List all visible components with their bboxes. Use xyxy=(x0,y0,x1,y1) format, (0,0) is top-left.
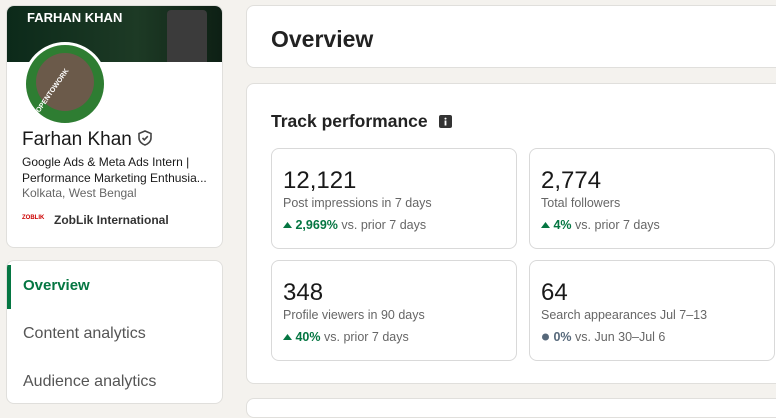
nav-item[interactable]: Content analytics xyxy=(23,325,146,342)
profile-name[interactable]: Farhan Khan xyxy=(22,129,153,151)
metric-value: 2,774 xyxy=(541,167,602,194)
page-title: Overview xyxy=(271,26,374,52)
metric-value: 348 xyxy=(283,279,324,306)
metric-label: Total followers xyxy=(541,196,621,210)
up-arrow xyxy=(541,222,550,228)
change-value: 4% xyxy=(553,218,572,232)
metric-label: Search appearances Jul 7–13 xyxy=(541,308,708,322)
section-title-text: Track performance xyxy=(271,111,428,131)
info-icon[interactable] xyxy=(439,115,453,128)
change-value: 0% xyxy=(553,330,572,344)
comparison: vs. Jun 30–Jul 6 xyxy=(575,330,666,344)
metric-tile[interactable]: 2,774 Total followers 4% vs. prior 7 day… xyxy=(529,148,775,249)
neutral-dot xyxy=(542,333,549,341)
metric-label: Profile viewers in 90 days xyxy=(283,308,425,322)
company[interactable]: ZobLik International xyxy=(54,213,169,227)
comparison: vs. prior 7 days xyxy=(324,330,409,344)
metric-tile[interactable]: 12,121 Post impressions in 7 days 2,969%… xyxy=(271,148,517,249)
up-arrow xyxy=(283,222,292,228)
next-card xyxy=(246,398,776,418)
up-arrow xyxy=(283,334,292,340)
nav-indicator xyxy=(7,265,11,309)
section-title: Track performance xyxy=(271,111,453,132)
nav-item[interactable]: Overview xyxy=(23,277,90,294)
name-text: Farhan Khan xyxy=(22,129,132,150)
metric-tile[interactable]: 64 Search appearances Jul 7–13 0% vs. Ju… xyxy=(529,260,775,361)
comparison: vs. prior 7 days xyxy=(575,218,660,232)
verified-icon xyxy=(138,130,152,146)
company-logo: ZOBLIK xyxy=(22,215,45,221)
avatar: #OPENTOWORK xyxy=(23,42,107,126)
nav-card: Overview Content analytics Audience anal… xyxy=(6,260,223,404)
metric-label: Post impressions in 7 days xyxy=(283,196,432,210)
profile-card: FARHAN KHAN #OPENTOWORK Farhan Khan Goog… xyxy=(6,5,223,248)
track-card: Track performance 12,121 Post impression… xyxy=(246,83,776,384)
metric-change: 0% vs. Jun 30–Jul 6 xyxy=(541,330,665,344)
metric-tile[interactable]: 348 Profile viewers in 90 days 40% vs. p… xyxy=(271,260,517,361)
location: Kolkata, West Bengal xyxy=(22,186,137,200)
metric-change: 40% vs. prior 7 days xyxy=(283,330,409,344)
metric-change: 2,969% vs. prior 7 days xyxy=(283,218,426,232)
avatar-photo xyxy=(36,53,94,111)
nav-item[interactable]: Audience analytics xyxy=(23,373,157,390)
change-value: 40% xyxy=(295,330,321,344)
overview-card: Overview xyxy=(246,5,776,68)
metric-value: 64 xyxy=(541,279,568,306)
banner-title: FARHAN KHAN xyxy=(27,10,123,25)
page: FARHAN KHAN #OPENTOWORK Farhan Khan Goog… xyxy=(6,5,776,418)
metric-change: 4% vs. prior 7 days xyxy=(541,218,660,232)
metric-value: 12,121 xyxy=(283,167,357,194)
banner-photo xyxy=(167,10,207,62)
change-value: 2,969% xyxy=(295,218,338,232)
headline: Google Ads & Meta Ads Intern | Performan… xyxy=(22,155,207,185)
comparison: vs. prior 7 days xyxy=(341,218,427,232)
